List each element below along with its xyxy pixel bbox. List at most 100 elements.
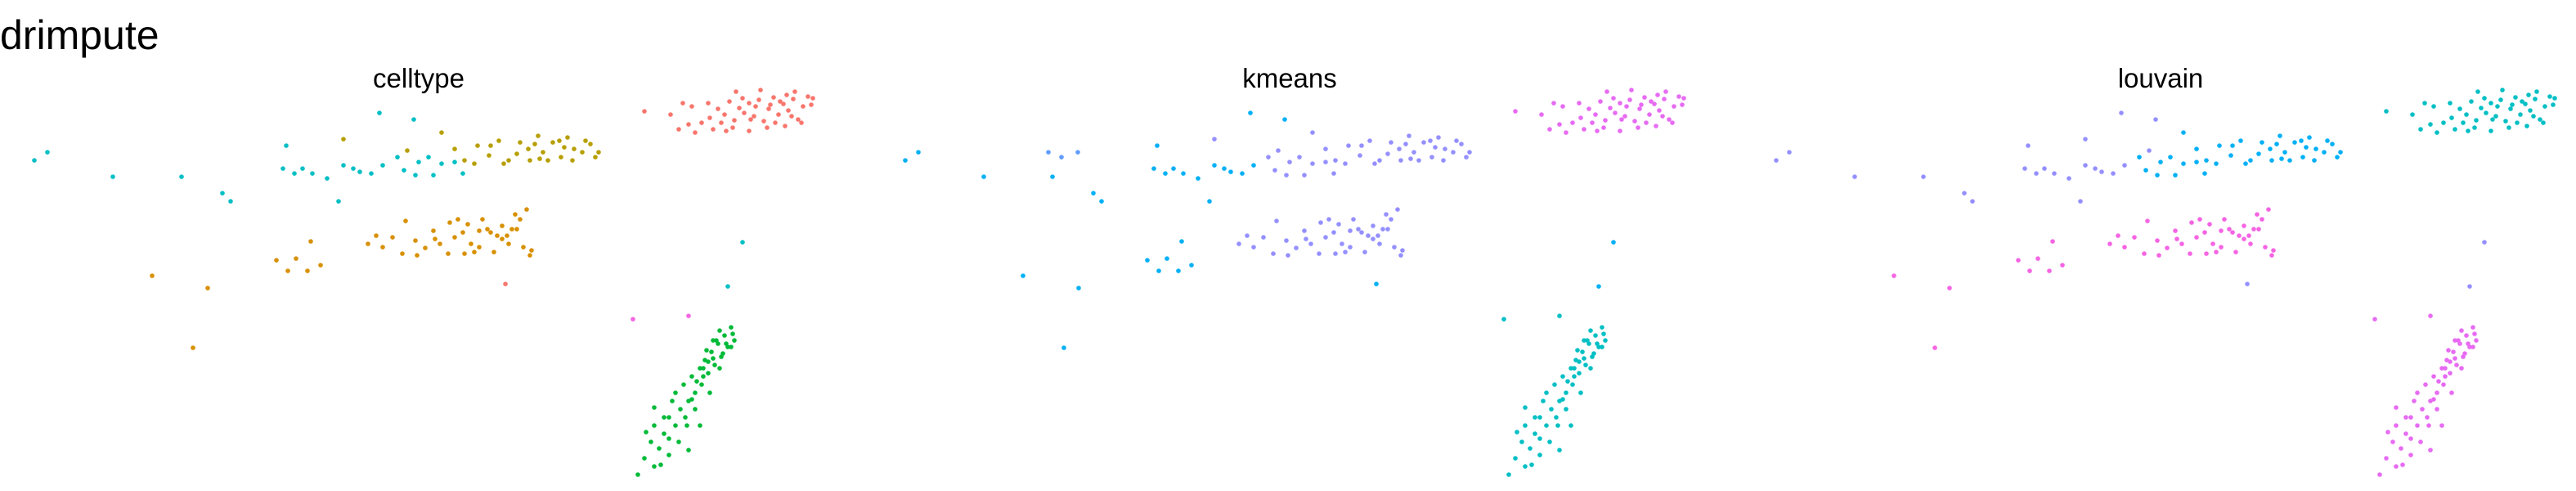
scatter-point	[2448, 359, 2453, 364]
scatter-point	[1282, 117, 1287, 122]
scatter-point	[2425, 415, 2430, 420]
scatter-point	[2449, 115, 2454, 120]
scatter-point	[1595, 341, 1600, 346]
scatter-point	[2325, 138, 2330, 143]
scatter-point	[2251, 227, 2256, 232]
scatter-point	[1433, 145, 1438, 150]
scatter-point	[1176, 268, 1181, 273]
scatter-point	[1590, 120, 1595, 125]
scatter-point	[403, 218, 408, 223]
scatter-point	[1662, 97, 1667, 101]
scatter-point	[1585, 338, 1590, 343]
scatter-point	[2202, 171, 2207, 176]
scatter-point	[1346, 143, 1351, 148]
scatter-point	[488, 230, 493, 235]
scatter-point	[413, 238, 418, 243]
scatter-point	[550, 140, 555, 145]
scatter-point	[719, 120, 724, 125]
scatter-point	[1236, 241, 1241, 246]
scatter-point	[2246, 233, 2251, 238]
scatter-point	[2534, 89, 2539, 94]
scatter-point	[1578, 115, 1583, 120]
scatter-point	[2155, 173, 2160, 178]
scatter-point	[1411, 150, 1416, 155]
scatter-point	[678, 407, 683, 412]
scatter-point	[2034, 171, 2039, 176]
scatter-point	[1196, 176, 1200, 181]
scatter-point	[789, 114, 794, 119]
scatter-point	[2448, 371, 2453, 376]
scatter-point	[596, 150, 601, 155]
scatter-point	[1323, 160, 1328, 164]
scatter-point	[2524, 124, 2529, 128]
scatter-point	[2255, 212, 2260, 217]
scatter-point	[2322, 150, 2327, 155]
scatter-point	[2307, 135, 2312, 140]
scatter-point	[706, 359, 711, 364]
scatter-point	[1385, 151, 1390, 156]
scatter-point	[1181, 171, 1186, 176]
scatter-point	[1555, 423, 1560, 428]
scatter-point	[2415, 423, 2420, 428]
scatter-point	[1541, 399, 1546, 403]
scatter-point	[488, 143, 493, 148]
scatter-point	[2338, 150, 2343, 155]
scatter-point	[2142, 251, 2147, 256]
scatter-point	[730, 125, 735, 130]
scatter-point	[1286, 253, 1290, 258]
scatter-point	[1644, 120, 1649, 125]
scatter-point	[485, 227, 490, 232]
scatter-point	[1568, 423, 1573, 428]
scatter-point	[1588, 366, 1593, 371]
scatter-point	[2330, 142, 2335, 146]
scatter-point	[357, 169, 362, 174]
panel-title-kmeans: kmeans	[1242, 63, 1337, 93]
scatter-point	[1408, 156, 1413, 161]
scatter-point	[2518, 112, 2523, 117]
scatter-point	[1622, 114, 1627, 119]
scatter-point	[1568, 366, 1573, 371]
scatter-point	[2179, 241, 2184, 246]
scatter-point	[2194, 160, 2199, 164]
scatter-point	[1179, 239, 1184, 244]
scatter-point	[1459, 142, 1464, 146]
scatter-point	[1627, 97, 1632, 102]
scatter-point	[2242, 236, 2246, 241]
scatter-point	[431, 173, 436, 178]
scatter-point	[658, 462, 663, 467]
scatter-point	[1618, 101, 1622, 106]
scatter-point	[2394, 464, 2399, 469]
scatter-point	[1680, 102, 1685, 107]
scatter-point	[179, 174, 184, 179]
scatter-point	[2228, 153, 2233, 158]
scatter-point	[1145, 258, 1150, 263]
scatter-point	[1580, 349, 1585, 354]
scatter-point	[684, 423, 689, 428]
scatter-point	[2428, 448, 2433, 453]
scatter-point	[1318, 220, 1323, 225]
scatter-point	[447, 220, 452, 225]
scatter-point	[1331, 230, 1336, 235]
scatter-point	[1228, 169, 1233, 174]
scatter-point	[2422, 101, 2427, 106]
scatter-point	[380, 163, 385, 168]
scatter-point	[1560, 397, 1565, 402]
scatter-point	[529, 248, 534, 253]
scatter-point	[1429, 155, 1434, 160]
scatter-point	[1416, 158, 1421, 163]
scatter-point	[2515, 120, 2520, 125]
scatter-point	[1544, 423, 1549, 428]
scatter-point	[1578, 390, 1583, 395]
scatter-point	[2189, 220, 2194, 225]
scatter-point	[1552, 382, 1557, 387]
scatter-point	[2282, 150, 2287, 155]
scatter-point	[2533, 97, 2538, 101]
scatter-point	[2542, 104, 2547, 109]
scatter-point	[662, 431, 666, 436]
panel-title-louvain: louvain	[2118, 63, 2204, 93]
scatter-point	[1385, 227, 1390, 232]
scatter-point	[742, 110, 747, 115]
scatter-point	[2443, 374, 2448, 379]
scatter-point	[2219, 245, 2224, 250]
scatter-point	[1572, 366, 1577, 371]
